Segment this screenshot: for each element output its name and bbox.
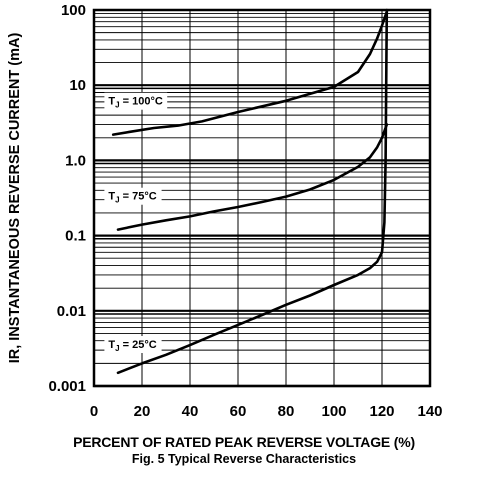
y-tick-labels: 0.001 0.01 0.1 1.0 10 100 (48, 2, 86, 395)
curve-label-2: TJ = 75°C (104, 187, 162, 205)
y-axis-label: IR, INSTANTANEOUS REVERSE CURRENT (mA) (7, 33, 23, 364)
y-tick-label: 0.01 (57, 303, 86, 320)
y-tick-label: 0.001 (48, 378, 86, 395)
figure-caption: Fig. 5 Typical Reverse Characteristics (131, 452, 357, 466)
y-tick-label: 10 (69, 77, 86, 94)
curve-label-background (104, 92, 168, 110)
x-tick-labels: 0 20 40 60 80 100 120 140 (90, 403, 443, 420)
y-tick-label: 100 (61, 2, 86, 19)
curve-label-text: TJ = 100°C (108, 96, 162, 110)
curve-labels: TJ = 100°C TJ = 75°C TJ = 25°C (104, 92, 168, 354)
x-tick-label: 100 (321, 403, 346, 420)
series-layer (111, 8, 389, 375)
x-tick-label: 120 (369, 403, 394, 420)
series-line-2 (116, 123, 389, 231)
curve-label-background (104, 187, 162, 205)
x-tick-label: 20 (134, 403, 151, 420)
x-tick-label: 80 (278, 403, 295, 420)
y-tick-label: 1.0 (65, 152, 86, 169)
x-tick-label: 60 (230, 403, 247, 420)
curve-label-1: TJ = 100°C (104, 92, 168, 110)
y-tick-label: 0.1 (65, 228, 86, 245)
curve-label-background (104, 336, 162, 354)
x-axis-label: PERCENT OF RATED PEAK REVERSE VOLTAGE (%… (73, 434, 415, 450)
series-line-1 (111, 10, 389, 136)
curve-label-text: TJ = 25°C (108, 339, 156, 353)
series-line-3 (116, 8, 389, 375)
x-tick-label: 140 (417, 403, 442, 420)
plot-frame (92, 8, 432, 388)
x-tick-label: 0 (90, 403, 98, 420)
curve-label-3: TJ = 25°C (104, 336, 162, 354)
x-tick-label: 40 (182, 403, 199, 420)
curve-label-text: TJ = 75°C (108, 191, 156, 205)
